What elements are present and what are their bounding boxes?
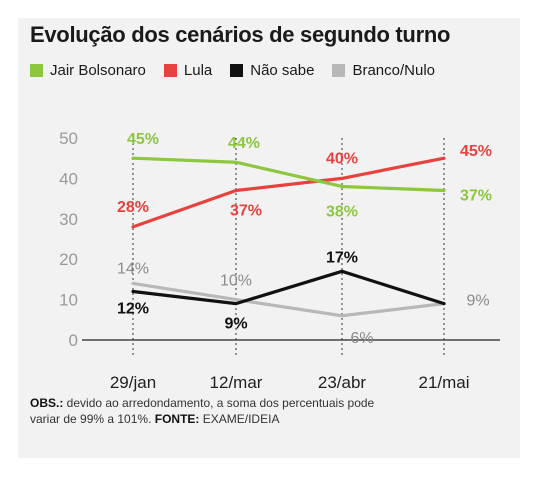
legend-label-branco-nulo: Branco/Nulo [352, 62, 436, 79]
obs-label: OBS.: [30, 396, 64, 410]
data-label: 37% [230, 203, 262, 220]
x-tick-label: 23/abr [318, 373, 367, 392]
legend: Jair Bolsonaro Lula Não sabe Branco/Nulo [30, 62, 453, 79]
data-label: 45% [127, 131, 159, 148]
series-line [131, 156, 446, 193]
x-tick-label: 12/mar [210, 373, 263, 392]
data-label: 40% [326, 150, 358, 167]
data-label: 10% [220, 273, 252, 290]
legend-label-bolsonaro: Jair Bolsonaro [50, 62, 146, 79]
series-line [131, 156, 446, 229]
legend-swatch-lula [163, 64, 177, 77]
data-label: 17% [326, 249, 358, 266]
source-text: EXAME/IDEIA [199, 412, 280, 426]
obs-text: devido ao arredondamento, a soma dos per… [30, 396, 375, 426]
chart-title: Evolução dos cenários de segundo turno [30, 22, 451, 47]
y-tick-label: 30 [59, 210, 78, 229]
legend-swatch-bolsonaro [30, 64, 43, 77]
data-label: 38% [326, 203, 358, 220]
legend-item-lula: Lula [163, 62, 213, 79]
legend-label-lula: Lula [183, 62, 213, 79]
data-label: 14% [117, 260, 149, 277]
data-label: 37% [460, 188, 492, 205]
y-tick-label: 10 [59, 291, 78, 310]
legend-item-nao-sabe: Não sabe [230, 62, 314, 79]
x-tick-label: 29/jan [110, 373, 156, 392]
y-tick-label: 50 [59, 129, 78, 148]
series-line [131, 281, 446, 318]
data-label: 6% [350, 330, 373, 347]
legend-swatch-branco-nulo [332, 64, 346, 77]
legend-item-branco-nulo: Branco/Nulo [332, 62, 435, 79]
footnote: OBS.: devido ao arredondamento, a soma d… [30, 395, 390, 427]
legend-item-bolsonaro: Jair Bolsonaro [30, 62, 146, 79]
data-label: 9% [224, 316, 247, 333]
legend-swatch-nao-sabe [230, 64, 244, 77]
legend-label-nao-sabe: Não sabe [250, 62, 315, 79]
data-label: 45% [460, 143, 492, 160]
data-label: 9% [466, 293, 489, 310]
y-tick-label: 0 [69, 331, 78, 350]
chart-card [18, 18, 520, 458]
source-label: FONTE: [154, 412, 200, 426]
series-line [131, 269, 446, 306]
data-label: 44% [228, 135, 260, 152]
data-label: 28% [117, 199, 149, 216]
y-tick-label: 20 [59, 250, 78, 269]
data-label: 12% [117, 301, 149, 318]
x-tick-label: 21/mai [418, 373, 469, 392]
y-tick-label: 40 [59, 169, 78, 188]
